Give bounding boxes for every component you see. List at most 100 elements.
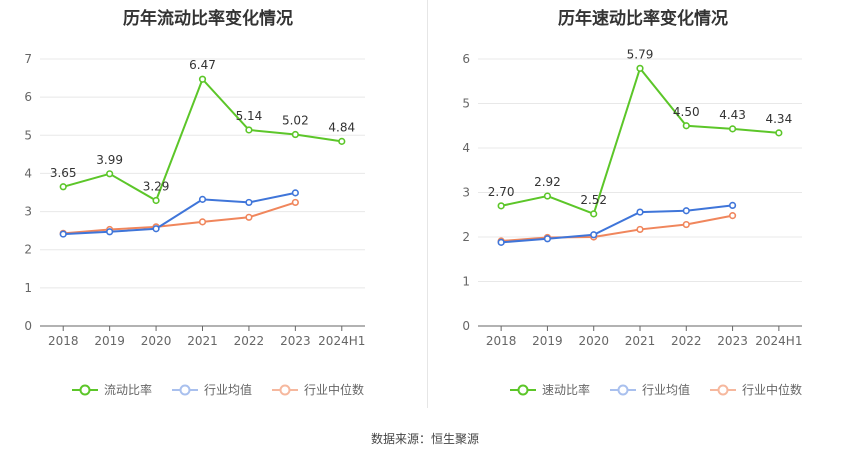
data-point	[636, 225, 644, 234]
data-point	[59, 183, 67, 191]
data-label: 3.65	[50, 166, 77, 180]
legend-item-industry-median[interactable]: 行业中位数	[710, 381, 802, 398]
data-point	[636, 64, 644, 72]
y-tick-label: 2	[462, 230, 470, 244]
data-label: 4.84	[328, 120, 355, 134]
y-tick-label: 5	[462, 97, 470, 111]
legend-label: 行业中位数	[742, 383, 803, 397]
y-tick-label: 6	[24, 90, 32, 104]
x-tick-label: 2018	[48, 334, 79, 348]
y-tick-label: 6	[462, 52, 470, 66]
data-label: 3.99	[96, 153, 123, 167]
data-label: 2.92	[534, 175, 561, 189]
y-tick-label: 7	[24, 52, 32, 66]
data-label: 2.52	[580, 193, 607, 207]
y-tick-label: 5	[24, 128, 32, 142]
data-label: 3.29	[143, 180, 170, 194]
series-line	[501, 214, 733, 243]
data-point	[590, 231, 598, 239]
legend-item-main-series[interactable]: 速动比率	[510, 381, 590, 398]
data-point	[682, 122, 690, 130]
legend-marker-blue	[172, 384, 199, 395]
chart-title-current-ratio: 历年流动比率变化情况	[123, 9, 293, 29]
x-tick-label: 2020	[141, 334, 172, 348]
legend-label: 流动比率	[104, 383, 153, 397]
legend-item-industry-mean[interactable]: 行业均值	[172, 381, 252, 398]
y-tick-label: 3	[462, 186, 470, 200]
y-tick-label: 0	[24, 319, 32, 333]
legend-item-main-series[interactable]: 流动比率	[72, 381, 152, 398]
legend-marker-blue	[610, 384, 637, 395]
data-point	[291, 189, 299, 197]
x-tick-label: 2023	[280, 334, 311, 348]
y-tick-label: 0	[462, 319, 470, 333]
data-label: 4.50	[673, 105, 700, 119]
legend-label: 行业均值	[642, 383, 691, 397]
data-point	[728, 201, 737, 210]
legend-label: 行业均值	[204, 383, 253, 397]
data-point	[728, 125, 737, 133]
legend-label: 速动比率	[542, 383, 591, 397]
legend-item-industry-median[interactable]: 行业中位数	[272, 381, 364, 398]
data-label: 5.14	[236, 109, 263, 123]
data-point	[152, 196, 160, 205]
data-point	[590, 210, 598, 218]
data-point	[106, 170, 114, 178]
data-point	[291, 198, 299, 207]
data-point	[338, 137, 346, 145]
data-source: 数据来源：恒生聚源	[370, 432, 479, 446]
data-point	[245, 213, 253, 221]
x-tick-label: 2020	[578, 334, 609, 348]
data-point	[543, 235, 552, 243]
data-point	[497, 202, 505, 210]
data-label: 5.02	[282, 114, 309, 128]
y-tick-label: 3	[24, 205, 32, 219]
series-line	[63, 191, 296, 236]
x-tick-label: 2019	[94, 334, 125, 348]
x-tick-label: 2023	[717, 334, 748, 348]
data-point	[106, 228, 114, 236]
series-line	[501, 204, 733, 244]
x-tick-label: 2021	[625, 334, 656, 348]
data-point	[728, 212, 737, 220]
data-point	[198, 195, 207, 203]
data-label: 6.47	[189, 58, 216, 72]
data-point	[245, 126, 253, 134]
legend-marker-green	[72, 384, 98, 395]
current-ratio-plot: 0 1 2 3 4 5 6 7 2018 2019 2020 2021 2022 2023 2024H1 3.…	[24, 52, 365, 348]
x-tick-label: 2019	[532, 334, 563, 348]
data-point	[245, 198, 253, 207]
data-point	[497, 238, 505, 246]
chart-title-quick-ratio: 历年速动比率变化情况	[558, 9, 728, 29]
x-tick-label: 2022	[671, 334, 702, 348]
data-point	[682, 220, 690, 229]
data-label: 2.70	[488, 185, 515, 199]
legend-marker-orange	[272, 384, 299, 395]
x-tick-label: 2024H1	[318, 334, 365, 348]
y-tick-label: 1	[462, 275, 470, 289]
data-point	[198, 218, 207, 226]
legend-item-industry-mean[interactable]: 行业均值	[610, 381, 690, 398]
data-point	[152, 225, 160, 233]
data-label: 4.43	[719, 108, 746, 122]
data-point	[59, 230, 67, 238]
x-tick-label: 2021	[187, 334, 218, 348]
legend-marker-green	[510, 384, 536, 395]
data-point	[291, 130, 299, 139]
legend-current-ratio: 流动比率 行业均值 行业中位数	[72, 381, 384, 398]
y-tick-label: 2	[24, 243, 32, 257]
panel-divider	[427, 0, 428, 408]
data-point	[198, 75, 207, 83]
y-tick-label: 1	[24, 281, 32, 295]
x-tick-label: 2022	[234, 334, 265, 348]
data-label: 5.79	[627, 47, 654, 61]
data-point	[775, 129, 783, 137]
data-label: 4.34	[765, 112, 792, 126]
data-point	[543, 192, 552, 200]
quick-ratio-plot: 0 1 2 3 4 5 6 2018 2019 2020 2021 2022 2023 2024H1 2.7…	[462, 47, 802, 348]
legend-label: 行业中位数	[304, 383, 365, 397]
series-line	[63, 201, 296, 235]
legend-quick-ratio: 速动比率 行业均值 行业中位数	[510, 381, 822, 398]
y-tick-label: 4	[462, 141, 470, 155]
